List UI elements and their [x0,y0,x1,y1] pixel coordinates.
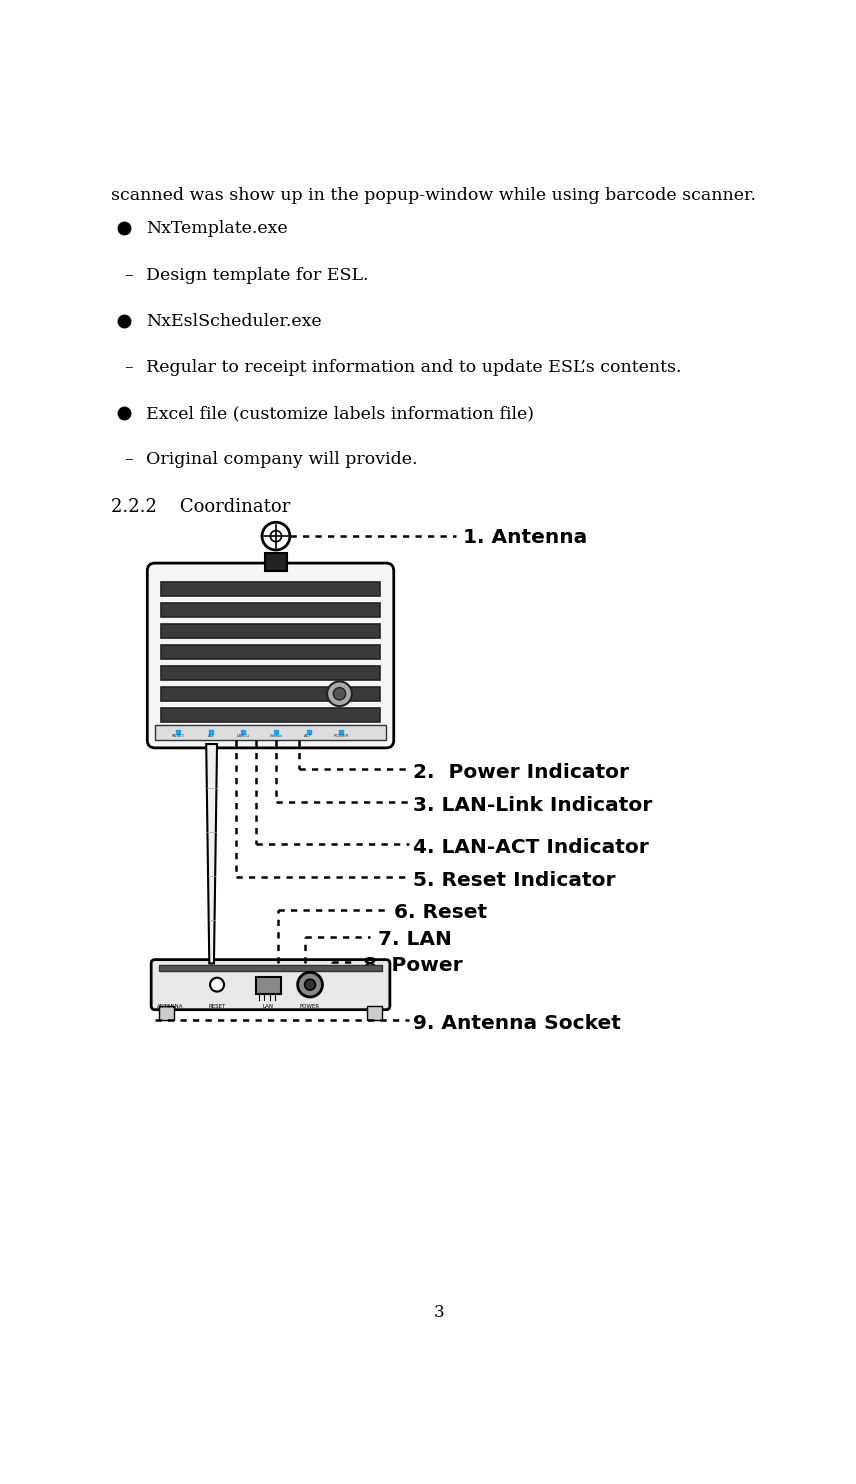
Text: NxTemplate.exe: NxTemplate.exe [146,221,288,237]
Text: ACT: ACT [305,735,312,738]
Text: ANTENNA: ANTENNA [158,1005,184,1009]
Bar [161,625,380,638]
Text: 2.2.2    Coordinator: 2.2.2 Coordinator [111,497,290,515]
Text: POWER: POWER [333,735,348,738]
Bar [265,554,287,571]
Text: LAN-Li: LAN-Li [237,735,250,738]
Text: 5. Reset Indicator: 5. Reset Indicator [413,871,615,890]
Bar [256,976,281,994]
Circle shape [333,687,346,700]
Circle shape [327,681,352,706]
Text: POWER: POWER [300,1005,320,1009]
Text: LAN: LAN [263,1005,274,1009]
Bar [161,666,380,680]
Bar [161,708,380,721]
Polygon shape [206,743,217,963]
Text: 1. Antenna: 1. Antenna [463,528,588,548]
Text: 6. Reset: 6. Reset [394,904,487,923]
Text: Original company will provide.: Original company will provide. [146,451,417,469]
Text: 2.  Power Indicator: 2. Power Indicator [413,763,629,782]
Text: NxEslScheduler.exe: NxEslScheduler.exe [146,313,321,329]
Bar [159,965,382,971]
Text: scanned was show up in the popup-window while using barcode scanner.: scanned was show up in the popup-window … [111,187,756,205]
Text: 3: 3 [433,1304,444,1321]
Bar [161,687,380,700]
Circle shape [210,978,224,991]
Bar [161,646,380,659]
Text: Regular to receipt information and to update ESL’s contents.: Regular to receipt information and to up… [146,359,681,375]
Bar [155,724,386,741]
Text: –: – [124,359,133,375]
Text: RESET: RESET [208,1005,226,1009]
Bar [161,603,380,617]
Text: 8. Power: 8. Power [363,956,462,975]
Bar [159,1006,175,1020]
Circle shape [298,972,323,997]
Text: RESET: RESET [172,735,185,738]
Text: 9. Antenna Socket: 9. Antenna Socket [413,1014,621,1033]
Circle shape [262,522,290,551]
Text: 3. LAN-Link Indicator: 3. LAN-Link Indicator [413,795,652,815]
Text: Design template for ESL.: Design template for ESL. [146,267,368,283]
Text: –: – [124,267,133,283]
Bar [161,582,380,597]
Text: 7. LAN: 7. LAN [378,930,452,950]
Text: 4. LAN-ACT Indicator: 4. LAN-ACT Indicator [413,838,649,856]
Text: Act: Act [207,735,214,738]
Circle shape [270,531,282,542]
FancyBboxPatch shape [152,960,389,1009]
Text: Status: Status [270,735,282,738]
Text: Excel file (customize labels information file): Excel file (customize labels information… [146,405,534,423]
Circle shape [305,979,316,990]
Bar [366,1006,382,1020]
FancyBboxPatch shape [147,562,394,748]
Text: –: – [124,451,133,469]
